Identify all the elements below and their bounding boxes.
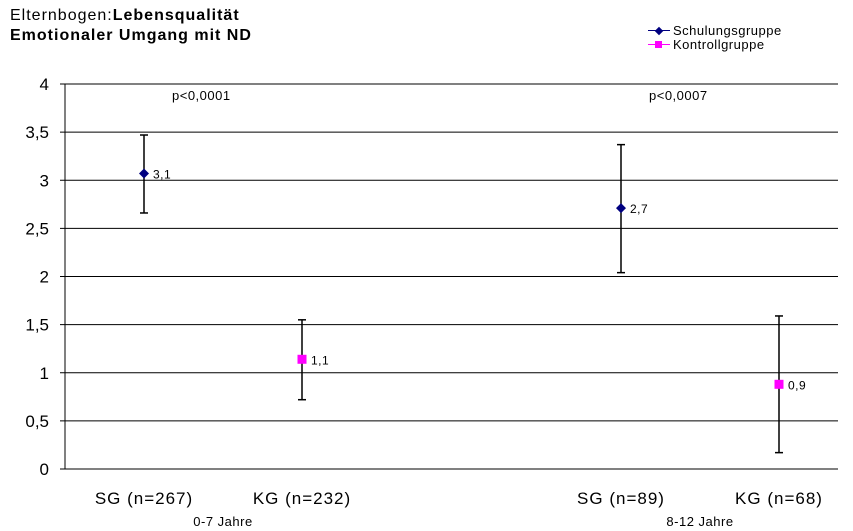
legend: Schulungsgruppe Kontrollgruppe (648, 24, 782, 52)
group-label: 0-7 Jahre (193, 514, 252, 529)
data-point-schulungsgruppe (616, 203, 626, 214)
data-label: 1,1 (311, 353, 329, 367)
y-tick-label: 1 (40, 364, 49, 383)
y-tick-label: 2,5 (25, 219, 49, 238)
legend-label: Kontrollgruppe (673, 37, 765, 52)
x-category-label: SG (n=267) (95, 489, 193, 508)
title-prefix: Elternbogen: (10, 7, 113, 24)
p-value-annotation: p<0,0001 (172, 88, 231, 103)
y-tick-label: 3 (40, 171, 49, 190)
group-label: 8-12 Jahre (666, 514, 733, 529)
data-label: 2,7 (630, 202, 648, 216)
data-point-kontrollgruppe (297, 354, 307, 364)
x-category-label: SG (n=89) (577, 489, 665, 508)
data-label: 3,1 (153, 168, 171, 182)
square-marker-icon (648, 40, 670, 50)
diamond-marker-icon (648, 26, 670, 36)
p-value-annotation: p<0,0007 (649, 88, 708, 103)
chart-title: Elternbogen:Lebensqualität Emotionaler U… (10, 6, 252, 46)
x-category-label: KG (n=68) (735, 489, 823, 508)
y-tick-label: 3,5 (25, 123, 49, 142)
legend-label: Schulungsgruppe (673, 23, 782, 38)
y-tick-label: 0,5 (25, 412, 49, 431)
y-tick-label: 0 (40, 460, 49, 479)
legend-item-schulungsgruppe: Schulungsgruppe (648, 24, 782, 38)
data-point-schulungsgruppe (139, 168, 149, 179)
title-line-2: Emotionaler Umgang mit ND (10, 26, 252, 46)
y-tick-label: 1,5 (25, 316, 49, 335)
title-line-2-text: Emotionaler Umgang mit ND (10, 27, 252, 44)
title-bold: Lebensqualität (112, 7, 240, 24)
y-tick-label: 4 (40, 75, 49, 94)
y-tick-label: 2 (40, 268, 49, 287)
data-point-kontrollgruppe (774, 379, 784, 389)
x-category-label: KG (n=232) (253, 489, 351, 508)
title-line-1: Elternbogen:Lebensqualität (10, 6, 252, 26)
legend-item-kontrollgruppe: Kontrollgruppe (648, 38, 782, 52)
data-label: 0,9 (788, 378, 806, 392)
